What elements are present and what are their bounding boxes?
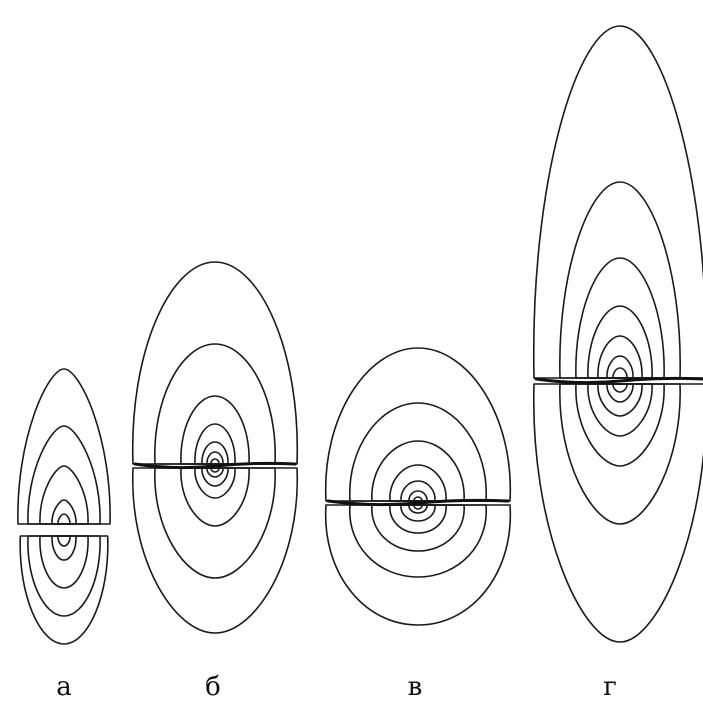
upper-contour-a-4 [57, 513, 71, 525]
upper-contour-a-0 [17, 368, 111, 525]
panel-label-g: г [603, 672, 617, 702]
upper-contour-g-2 [575, 257, 665, 379]
upper-contour-a-2 [39, 465, 89, 525]
upper-contour-g-3 [587, 305, 653, 379]
lower-contour-g-4 [597, 383, 643, 417]
separatrix-b [133, 461, 297, 470]
lower-contour-v-3 [389, 504, 447, 534]
lower-contour-a-0 [19, 535, 109, 645]
lower-contour-a-4 [57, 535, 71, 547]
upper-contour-b-5 [206, 451, 224, 465]
panel-label-a: а [56, 672, 72, 702]
lower-contour-b-1 [154, 467, 276, 579]
lower-contour-v-5 [408, 504, 428, 514]
lower-contour-b-5 [206, 467, 224, 478]
lower-contour-v-0 [324, 504, 512, 626]
upper-contour-g-0 [532, 25, 703, 379]
lower-contour-g-3 [587, 383, 653, 437]
upper-contour-v-5 [408, 490, 428, 502]
panel-label-b: б [205, 672, 221, 702]
upper-contour-v-3 [389, 464, 447, 502]
lower-contour-v-6 [413, 504, 423, 510]
separatrix-v [326, 498, 510, 507]
upper-contour-b-4 [201, 441, 229, 465]
lower-contour-v-1 [349, 504, 487, 578]
upper-contour-b-2 [180, 395, 250, 465]
lower-contour-b-3 [194, 467, 236, 499]
upper-contour-v-2 [371, 440, 465, 502]
upper-contour-g-6 [612, 367, 628, 379]
upper-contour-b-0 [131, 261, 299, 465]
upper-contour-b-3 [194, 423, 236, 465]
upper-contour-v-1 [349, 402, 487, 502]
lower-contour-b-6 [210, 467, 220, 473]
lower-contour-a-3 [51, 535, 77, 561]
lower-contour-g-2 [575, 383, 665, 467]
lower-contour-a-2 [39, 535, 89, 589]
upper-contour-a-1 [27, 425, 101, 525]
lower-contour-g-5 [606, 383, 634, 403]
upper-contour-g-4 [597, 335, 643, 379]
lower-contour-g-6 [612, 383, 628, 393]
lower-contour-v-2 [371, 504, 465, 552]
lower-contour-b-0 [132, 467, 298, 634]
lower-contour-g-1 [559, 383, 681, 525]
lower-contour-g-0 [532, 383, 703, 643]
panel-label-v: в [407, 672, 423, 702]
upper-contour-v-6 [413, 496, 423, 502]
lower-contour-b-2 [180, 467, 250, 527]
upper-contour-b-6 [210, 458, 220, 465]
lower-contour-a-1 [27, 535, 101, 617]
upper-contour-g-1 [559, 181, 681, 379]
upper-contour-a-3 [51, 499, 77, 525]
upper-contour-v-4 [400, 480, 436, 502]
separatrix-g [534, 376, 703, 385]
upper-contour-v-0 [324, 347, 512, 502]
lower-contour-b-4 [201, 467, 229, 487]
lower-contour-v-4 [400, 504, 436, 522]
upper-contour-g-5 [606, 355, 634, 379]
upper-contour-b-1 [154, 343, 276, 465]
